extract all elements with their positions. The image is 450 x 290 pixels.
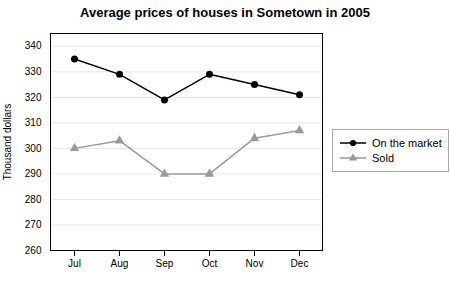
svg-text:340: 340 — [25, 40, 42, 51]
html-text:Sold: Sold — [372, 152, 394, 164]
svg-text:Jul: Jul — [68, 258, 81, 269]
html-text:On the market: On the market — [372, 137, 442, 149]
svg-text:Oct: Oct — [202, 258, 218, 269]
svg-text:280: 280 — [25, 194, 42, 205]
html-text:Average prices of houses in So: Average prices of houses in Sometown in … — [80, 5, 370, 20]
svg-text:260: 260 — [25, 245, 42, 256]
svg-text:270: 270 — [25, 219, 42, 230]
svg-text:330: 330 — [25, 66, 42, 77]
svg-text:290: 290 — [25, 168, 42, 179]
svg-text:Sep: Sep — [156, 258, 174, 269]
svg-text:Dec: Dec — [291, 258, 309, 269]
svg-text:Nov: Nov — [246, 258, 264, 269]
svg-text:300: 300 — [25, 143, 42, 154]
svg-text:Thousand dollars: Thousand dollars — [2, 104, 13, 181]
svg-text:320: 320 — [25, 92, 42, 103]
svg-text:Aug: Aug — [111, 258, 129, 269]
svg-text:310: 310 — [25, 117, 42, 128]
